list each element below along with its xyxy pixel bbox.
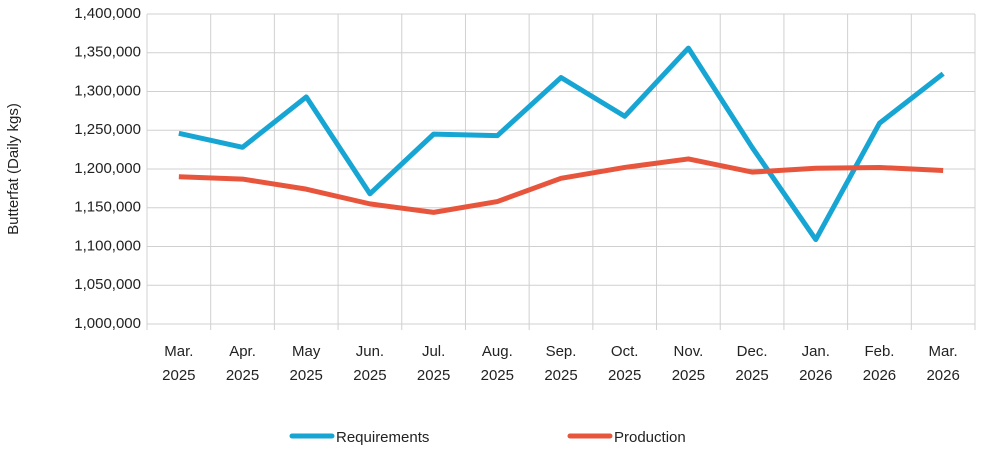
y-tick-label: 1,100,000 [74, 237, 141, 254]
y-tick-label: 1,250,000 [74, 121, 141, 138]
x-tick-label: Dec. 2025 [735, 343, 768, 384]
x-tick-label: Mar. 2025 [162, 343, 195, 384]
x-tick-label: Aug. 2025 [481, 343, 514, 384]
y-tick-label: 1,200,000 [74, 160, 141, 177]
x-tick-label: Jan. 2026 [799, 343, 832, 384]
x-tick-label: Jun. 2025 [353, 343, 386, 384]
legend-label: Production [614, 429, 686, 446]
x-tick-label: Mar. 2026 [926, 343, 959, 384]
x-tick-label: Oct. 2025 [608, 343, 641, 384]
y-tick-label: 1,150,000 [74, 199, 141, 216]
x-tick-label: Apr. 2025 [226, 343, 259, 384]
x-tick-label: Feb. 2026 [863, 343, 896, 384]
y-tick-label: 1,350,000 [74, 44, 141, 61]
y-tick-label: 1,000,000 [74, 315, 141, 332]
x-tick-label: Sep. 2025 [544, 343, 577, 384]
y-axis-label: Butterfat (Daily kgs) [5, 103, 22, 235]
y-tick-label: 1,050,000 [74, 276, 141, 293]
legend-label: Requirements [336, 429, 429, 446]
series-line [178, 156, 944, 215]
y-tick-label: 1,300,000 [74, 82, 141, 99]
y-tick-label: 1,400,000 [74, 5, 141, 22]
x-tick-label: Jul. 2025 [417, 343, 450, 384]
x-tick-label: Nov. 2025 [672, 343, 705, 384]
x-tick-label: May 2025 [290, 343, 323, 384]
series-line [178, 45, 945, 243]
